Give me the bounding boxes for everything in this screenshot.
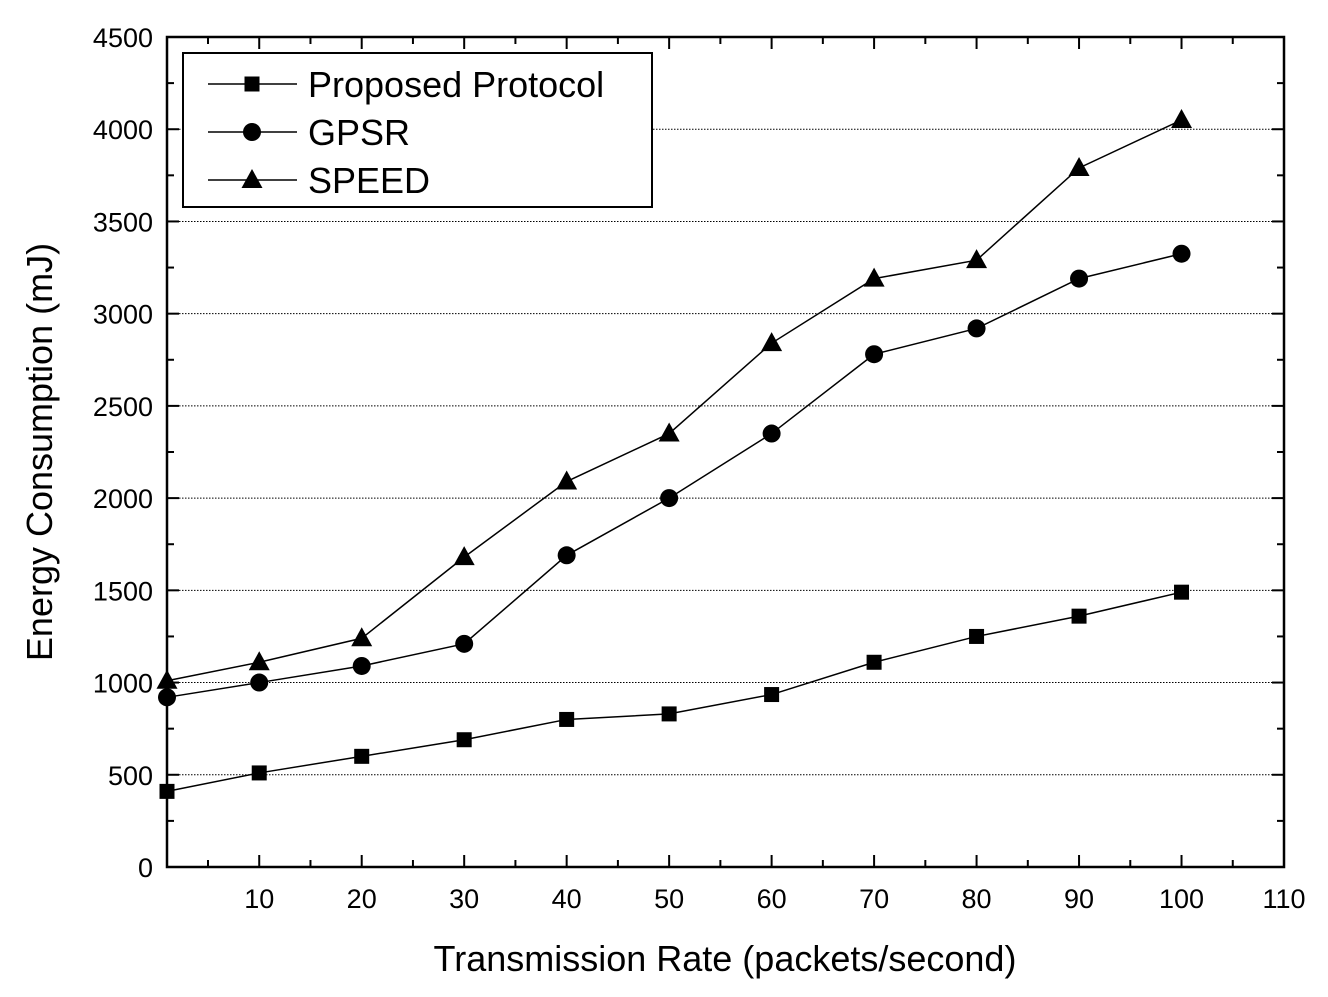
data-point-triangle: [863, 267, 885, 287]
series-square: [159, 584, 1190, 799]
y-tick-label: 3000: [93, 300, 153, 330]
y-tick-label: 1000: [93, 669, 153, 699]
y-tick-label: 2500: [93, 392, 153, 422]
y-tick-label: 1500: [93, 576, 153, 606]
data-point-circle: [967, 319, 986, 338]
data-point-circle: [250, 673, 269, 692]
axis-ticks: [167, 36, 1285, 868]
y-tick-label: 3500: [93, 207, 153, 237]
y-tick-label: 500: [108, 761, 153, 791]
legend: Proposed Protocol GPSR SPEED: [182, 52, 653, 208]
data-point-square: [1174, 584, 1190, 600]
data-point-circle: [660, 489, 679, 508]
data-point-circle: [455, 634, 474, 653]
legend-marker-triangle: [241, 169, 263, 188]
x-tick-label: 50: [654, 884, 684, 914]
data-point-square: [251, 765, 267, 781]
x-tick-label: 90: [1064, 884, 1094, 914]
x-tick-label: 20: [347, 884, 377, 914]
legend-entry: Proposed Protocol: [208, 64, 604, 105]
y-tick-label: 0: [138, 853, 153, 883]
legend-entry: SPEED: [208, 160, 430, 201]
data-point-triangle: [1068, 156, 1090, 176]
data-point-circle: [352, 656, 371, 675]
data-point-square: [456, 732, 472, 748]
data-point-triangle: [761, 332, 783, 352]
x-tick-label: 60: [757, 884, 787, 914]
data-point-square: [764, 687, 780, 703]
data-point-square: [559, 711, 575, 727]
grid-lines: [167, 128, 1284, 776]
legend-entry: GPSR: [208, 112, 410, 153]
x-tick-label: 30: [449, 884, 479, 914]
legend-box: [182, 52, 653, 208]
y-axis-title: Energy Consumption (mJ): [19, 243, 60, 661]
data-point-circle: [1070, 269, 1089, 288]
x-tick-label: 110: [1262, 884, 1305, 914]
legend-marker-circle: [243, 123, 261, 141]
legend-label: GPSR: [308, 112, 410, 153]
y-tick-label: 4500: [93, 23, 153, 53]
x-tick-label: 100: [1159, 884, 1204, 914]
x-tick-label: 10: [244, 884, 274, 914]
legend-marker-square: [244, 76, 260, 92]
y-tick-label: 2000: [93, 484, 153, 514]
data-point-circle: [1172, 244, 1191, 263]
data-point-square: [354, 748, 370, 764]
series-line: [166, 591, 1182, 793]
data-point-square: [661, 706, 677, 722]
data-point-triangle: [556, 470, 578, 490]
legend-label: Proposed Protocol: [308, 64, 604, 105]
x-axis-title: Transmission Rate (packets/second): [434, 938, 1017, 979]
data-point-circle: [557, 546, 576, 565]
data-point-triangle: [248, 651, 270, 671]
data-point-triangle: [966, 249, 988, 269]
data-point-square: [866, 654, 882, 670]
x-tick-label: 70: [859, 884, 889, 914]
data-point-square: [969, 628, 985, 644]
x-tick-label: 80: [962, 884, 992, 914]
series-layer: [156, 109, 1193, 799]
x-tick-label: 40: [552, 884, 582, 914]
data-point-triangle: [1171, 109, 1193, 128]
data-point-triangle: [658, 422, 680, 442]
data-point-triangle: [453, 546, 475, 566]
y-tick-label: 4000: [93, 115, 153, 145]
legend-label: SPEED: [308, 160, 430, 201]
axis-tick-labels: 0 500 1000 1500 2000 2500 3000 3500 4000 4500 10 20…: [93, 23, 1306, 914]
data-point-circle: [865, 345, 884, 364]
data-point-square: [1071, 608, 1087, 624]
series-circle: [158, 244, 1191, 707]
data-point-circle: [762, 424, 781, 443]
data-point-triangle: [351, 627, 373, 647]
series-line: [166, 252, 1182, 699]
